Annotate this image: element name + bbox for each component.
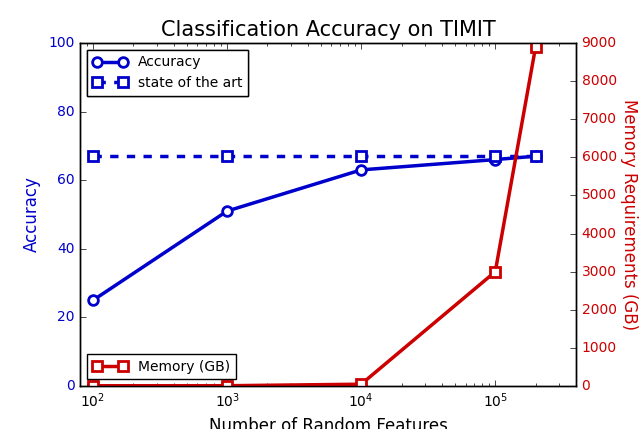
Memory (GB) [89, 383, 97, 388]
Memory (GB) [532, 44, 540, 49]
Accuracy [532, 154, 540, 159]
Line: Accuracy: Accuracy [88, 151, 541, 305]
Title: Classification Accuracy on TIMIT: Classification Accuracy on TIMIT [161, 20, 495, 40]
Accuracy [492, 157, 499, 162]
state of the art [223, 154, 231, 159]
Accuracy [223, 208, 231, 214]
Line: Memory (GB): Memory (GB) [88, 42, 541, 390]
state of the art [89, 154, 97, 159]
state of the art [492, 154, 499, 159]
state of the art [357, 154, 365, 159]
Accuracy [357, 167, 365, 172]
Memory (GB) [492, 269, 499, 274]
Y-axis label: Accuracy: Accuracy [23, 177, 41, 252]
state of the art [532, 154, 540, 159]
Memory (GB) [223, 383, 231, 388]
Y-axis label: Memory Requirements (GB): Memory Requirements (GB) [620, 99, 637, 330]
X-axis label: Number of Random Features: Number of Random Features [209, 417, 447, 429]
Memory (GB) [357, 382, 365, 387]
Line: state of the art: state of the art [88, 151, 541, 161]
Accuracy [89, 298, 97, 303]
Legend: Memory (GB): Memory (GB) [87, 354, 236, 379]
Legend: Accuracy, state of the art: Accuracy, state of the art [87, 50, 248, 96]
